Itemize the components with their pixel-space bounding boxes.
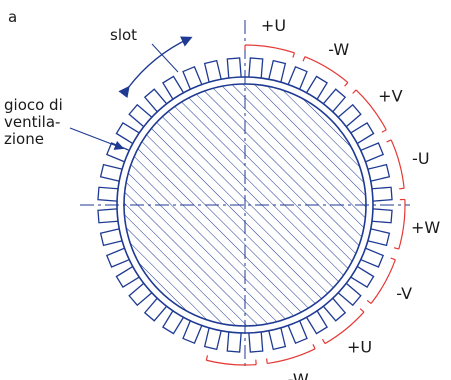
phase-label: -W	[328, 40, 349, 59]
stator-slot	[203, 327, 222, 351]
phase-bracket	[398, 199, 406, 250]
phase-bracket-tick	[344, 82, 349, 87]
phase-label: -V	[396, 284, 412, 303]
stator-slot	[105, 247, 130, 268]
stator-slot	[97, 208, 118, 224]
stator-slot	[367, 228, 391, 247]
phase-bracket	[370, 259, 396, 304]
phase-bracket-tick	[359, 308, 365, 313]
stator-slot	[322, 297, 347, 322]
air-gap-label: gioco di ventila- zione	[4, 96, 68, 148]
phase-bracket	[324, 311, 365, 345]
phase-bracket-tick	[292, 52, 296, 58]
stator-slot	[182, 320, 203, 345]
phase-bracket-tick	[205, 355, 209, 361]
slot-pitch-arc	[118, 36, 193, 99]
phase-label: +W	[411, 218, 440, 237]
stator-slot	[143, 88, 168, 113]
stator-slot	[322, 88, 347, 113]
stator-slot	[287, 320, 308, 345]
phase-label: +U	[347, 337, 372, 356]
phase-label: +V	[217, 377, 241, 380]
stator-slot	[268, 327, 287, 351]
stator-slot	[162, 75, 184, 100]
phase-bracket	[355, 89, 387, 131]
stator-slot	[337, 103, 362, 128]
phase-bracket-tick	[352, 89, 357, 94]
phase-bracket	[267, 348, 316, 365]
stator-slot	[306, 75, 328, 100]
stator-slot	[306, 310, 328, 335]
stator-slot	[226, 332, 242, 353]
stator-slot	[115, 266, 140, 288]
stator-slot	[115, 122, 140, 144]
stator-slot	[350, 266, 375, 288]
phase-label: -W	[288, 370, 309, 380]
phase-label: +V	[378, 86, 402, 105]
phase-bracket	[206, 359, 257, 366]
stator-slot	[372, 186, 393, 202]
stator-slot	[372, 208, 393, 224]
stator-slot	[248, 57, 264, 78]
stator-slot	[203, 59, 222, 83]
phase-bracket-tick	[265, 358, 268, 364]
stator-slot	[360, 247, 385, 268]
phase-bracket-tick	[302, 56, 306, 62]
stator-slot	[226, 57, 242, 78]
stator-slot	[287, 65, 308, 90]
phase-bracket	[390, 139, 405, 189]
phase-bracket-tick	[312, 344, 316, 350]
slot-label: slot	[110, 26, 137, 44]
phase-winding-labels: +U -W +V -U +W -V +U -W +V	[205, 16, 440, 380]
stator-slot	[360, 142, 385, 163]
stator-slot	[99, 228, 123, 247]
phase-bracket-tick	[390, 257, 396, 261]
stator-slot	[99, 163, 123, 182]
air-gap-label-line-3: zione	[4, 130, 44, 148]
air-gap-arrow	[69, 127, 125, 150]
stator-slot	[128, 282, 153, 307]
phase-bracket-tick	[366, 299, 372, 304]
phase-bracket	[244, 44, 295, 54]
phase-bracket-tick	[386, 139, 392, 143]
stator-slot	[350, 122, 375, 144]
phase-bracket	[304, 56, 349, 83]
stator-slot	[367, 163, 391, 182]
stator-slot	[162, 310, 184, 335]
phase-label: -U	[412, 149, 429, 168]
air-gap-label-line-1: gioco di	[4, 96, 63, 114]
phase-label: +U	[261, 16, 286, 35]
air-gap-label-line-2: ventila-	[4, 113, 60, 131]
phase-bracket-tick	[381, 129, 387, 133]
stator-slot	[97, 186, 118, 202]
phase-bracket-tick	[393, 247, 399, 250]
stator-slot	[268, 59, 287, 83]
stator-slots	[97, 57, 393, 353]
slot-leader-line	[151, 43, 179, 73]
stator-slot	[248, 332, 264, 353]
stator-slot	[337, 282, 362, 307]
stator-slot	[128, 103, 153, 128]
phase-bracket-tick	[399, 187, 405, 190]
phase-bracket-tick	[321, 338, 326, 344]
stator-slot	[143, 297, 168, 322]
figure-letter: a	[8, 8, 17, 26]
